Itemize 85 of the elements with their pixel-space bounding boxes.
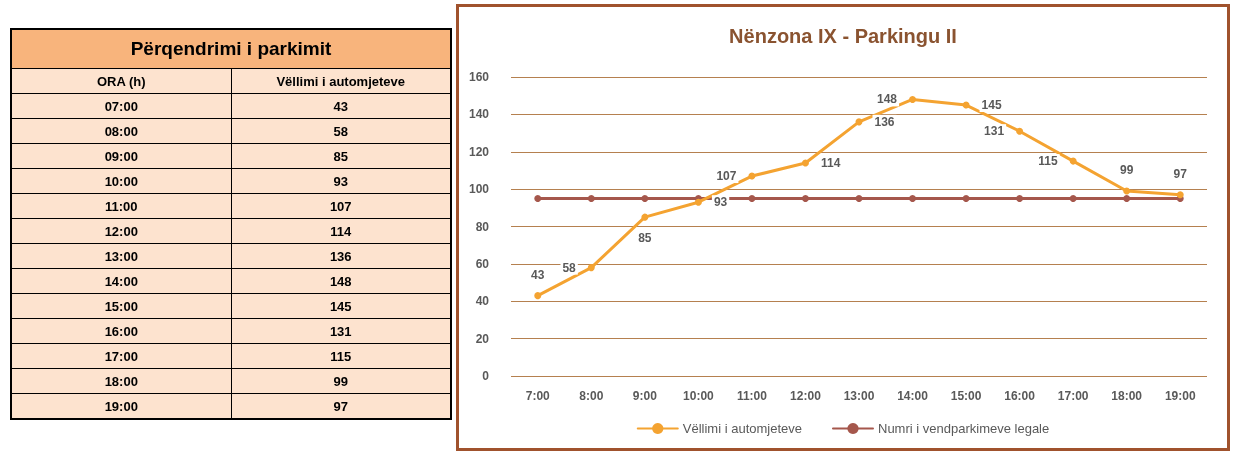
x-tick-label: 18:00 [1111, 389, 1143, 403]
text: ORA (h) [11, 68, 231, 94]
text: 145 [329, 298, 352, 314]
y-tick-label: 100 [468, 182, 490, 197]
chart-title: Nënzona IX - Parkingu II [729, 25, 957, 47]
text: 07:00 [11, 93, 231, 119]
x-tick-label: 14:00 [897, 389, 929, 403]
text: 114 [330, 223, 352, 239]
data-label: 131 [984, 124, 1005, 139]
legend-label: Vëllimi i automjeteve [682, 421, 802, 436]
y-tick-label: 0 [482, 369, 490, 383]
x-tick-label: 11:00 [736, 389, 768, 403]
data-label: 93 [713, 195, 728, 210]
x-tick-label: 9:00 [632, 389, 658, 403]
y-tick-label: 80 [475, 219, 490, 234]
text: 107 [329, 198, 352, 214]
y-tick-label: 40 [475, 294, 490, 309]
text: 17:00 [11, 343, 231, 369]
text: Vëllimi i automjeteve [231, 68, 451, 94]
point [1123, 187, 1131, 195]
point [534, 292, 542, 300]
point [801, 194, 809, 202]
text: 43 [333, 98, 348, 114]
data-label: 85 [638, 230, 652, 245]
x-tick-label: 7:00 [525, 389, 551, 403]
data-label: 58 [562, 260, 577, 275]
data-label: 145 [981, 98, 1002, 113]
text: 85 [333, 148, 348, 164]
point [641, 194, 649, 202]
point [909, 95, 917, 103]
point [855, 194, 863, 202]
point [748, 194, 756, 202]
y-tick-label: 160 [468, 70, 490, 84]
data-label: 107 [716, 169, 737, 184]
text: 58 [333, 123, 348, 139]
x-tick-label: 13:00 [843, 389, 875, 403]
text: 136 [329, 248, 352, 264]
data-label: 148 [877, 92, 898, 107]
text: Përqendrimi i parkimit [11, 29, 451, 69]
point [641, 213, 649, 221]
point [1016, 194, 1024, 202]
x-tick-label: 17:00 [1057, 389, 1089, 403]
text: 08:00 [11, 118, 231, 144]
text: 99 [333, 373, 348, 389]
text: 93 [333, 173, 348, 189]
point [801, 159, 809, 167]
point [587, 264, 595, 272]
text: 13:00 [11, 243, 231, 269]
x-tick-label: 19:00 [1164, 389, 1196, 403]
y-tick-label: 20 [475, 331, 490, 346]
point [909, 194, 917, 202]
text: 15:00 [11, 293, 231, 319]
x-tick-label: 16:00 [1004, 389, 1036, 403]
text: 12:00 [11, 218, 231, 244]
y-tick-label: 120 [468, 144, 490, 159]
text: 11:00 [11, 193, 231, 219]
data-label: 97 [1173, 167, 1188, 182]
point [1069, 194, 1077, 202]
y-tick-label: 140 [468, 107, 490, 122]
point [1123, 194, 1131, 202]
point [1016, 127, 1024, 135]
text: 10:00 [11, 168, 231, 194]
point [587, 194, 595, 202]
x-tick-label: 10:00 [683, 389, 715, 403]
x-tick-label: 15:00 [950, 389, 982, 403]
point [962, 194, 970, 202]
x-tick-label: 12:00 [790, 389, 822, 403]
x-tick-label: 8:00 [579, 389, 604, 403]
text: 97 [333, 398, 348, 414]
data-label: 136 [874, 114, 895, 129]
data-label: 43 [531, 268, 545, 283]
text: 09:00 [11, 143, 231, 169]
text: 131 [329, 323, 352, 339]
data-label: 114 [820, 155, 841, 170]
legend-label: Numri i vendparkimeve legale [877, 421, 1050, 436]
data-label: 99 [1120, 163, 1134, 178]
y-tick-label: 60 [475, 256, 490, 271]
point [534, 194, 542, 202]
point [694, 198, 702, 206]
text: 115 [330, 348, 352, 364]
point [1069, 157, 1077, 165]
text: 148 [329, 273, 352, 289]
text: 16:00 [11, 318, 231, 344]
data-label: 115 [1038, 154, 1058, 169]
text: 14:00 [11, 268, 231, 294]
